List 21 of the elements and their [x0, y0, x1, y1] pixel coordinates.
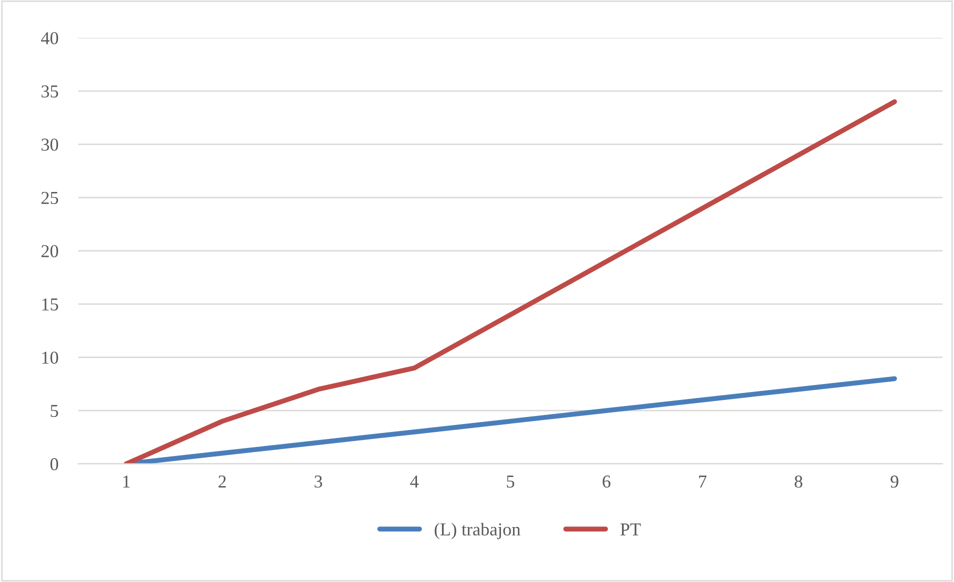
y-tick-label: 25	[42, 192, 58, 204]
legend-label: PT	[620, 524, 641, 536]
x-tick-label: 3	[314, 476, 322, 488]
x-tick-label: 4	[410, 476, 419, 488]
y-tick-label: 0	[50, 458, 58, 470]
y-tick-label: 20	[42, 245, 58, 258]
y-tick-label: 5	[50, 405, 58, 418]
x-tick-label: 6	[602, 476, 610, 488]
y-tick-label: 40	[41, 32, 58, 44]
x-tick-label: 9	[890, 476, 898, 488]
x-tick-label: 2	[218, 476, 226, 488]
y-tick-label: 15	[42, 298, 58, 311]
legend-label: (L) trabajon	[434, 522, 520, 540]
x-tick-label: 1	[123, 476, 130, 488]
y-tick-label: 10	[42, 352, 58, 364]
x-tick-label: 5	[506, 476, 514, 488]
x-tick-label: 7	[699, 476, 706, 488]
y-tick-label: 35	[42, 85, 58, 98]
y-tick-label: 30	[42, 138, 58, 151]
x-tick-label: 8	[794, 475, 802, 488]
line-series	[124, 99, 897, 464]
